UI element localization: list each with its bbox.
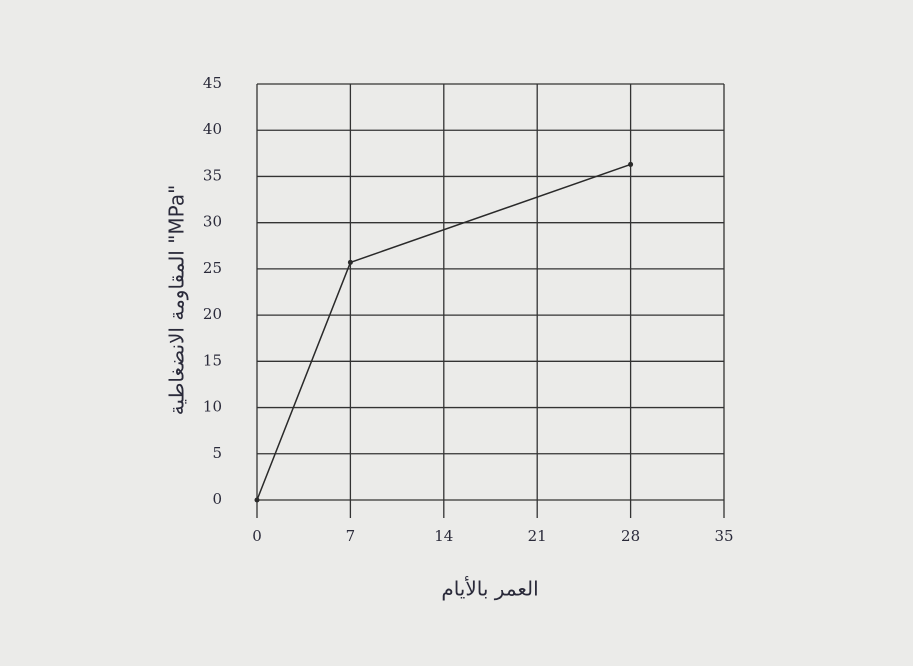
y-tick-label: 40: [203, 120, 222, 138]
data-point: [628, 162, 633, 167]
y-tick-label: 5: [212, 444, 222, 462]
x-tick-label: 28: [621, 527, 640, 545]
chart: العمر بالأيام المقاومة الانضغاطية "MPa" …: [0, 0, 913, 666]
x-tick-label: 35: [714, 527, 733, 545]
y-tick-label: 45: [203, 74, 222, 92]
y-tick-label: 35: [203, 166, 222, 184]
paper: [0, 0, 913, 666]
y-axis-title: المقاومة الانضغاطية "MPa": [165, 185, 189, 416]
data-point: [255, 498, 260, 503]
page: {"chart_data": {"type": "line", "x_label…: [0, 0, 913, 666]
y-tick-label: 10: [203, 398, 222, 416]
y-tick-label: 30: [203, 213, 222, 231]
x-axis-title: العمر بالأيام: [441, 577, 538, 601]
y-tick-label: 20: [203, 305, 222, 323]
y-tick-label: 0: [212, 490, 222, 508]
y-tick-label: 15: [203, 351, 222, 369]
x-tick-label: 21: [528, 527, 547, 545]
x-tick-label: 14: [434, 527, 453, 545]
x-tick-label: 0: [252, 527, 262, 545]
y-tick-label: 25: [203, 259, 222, 277]
data-point: [348, 260, 353, 265]
x-tick-label: 7: [346, 527, 356, 545]
